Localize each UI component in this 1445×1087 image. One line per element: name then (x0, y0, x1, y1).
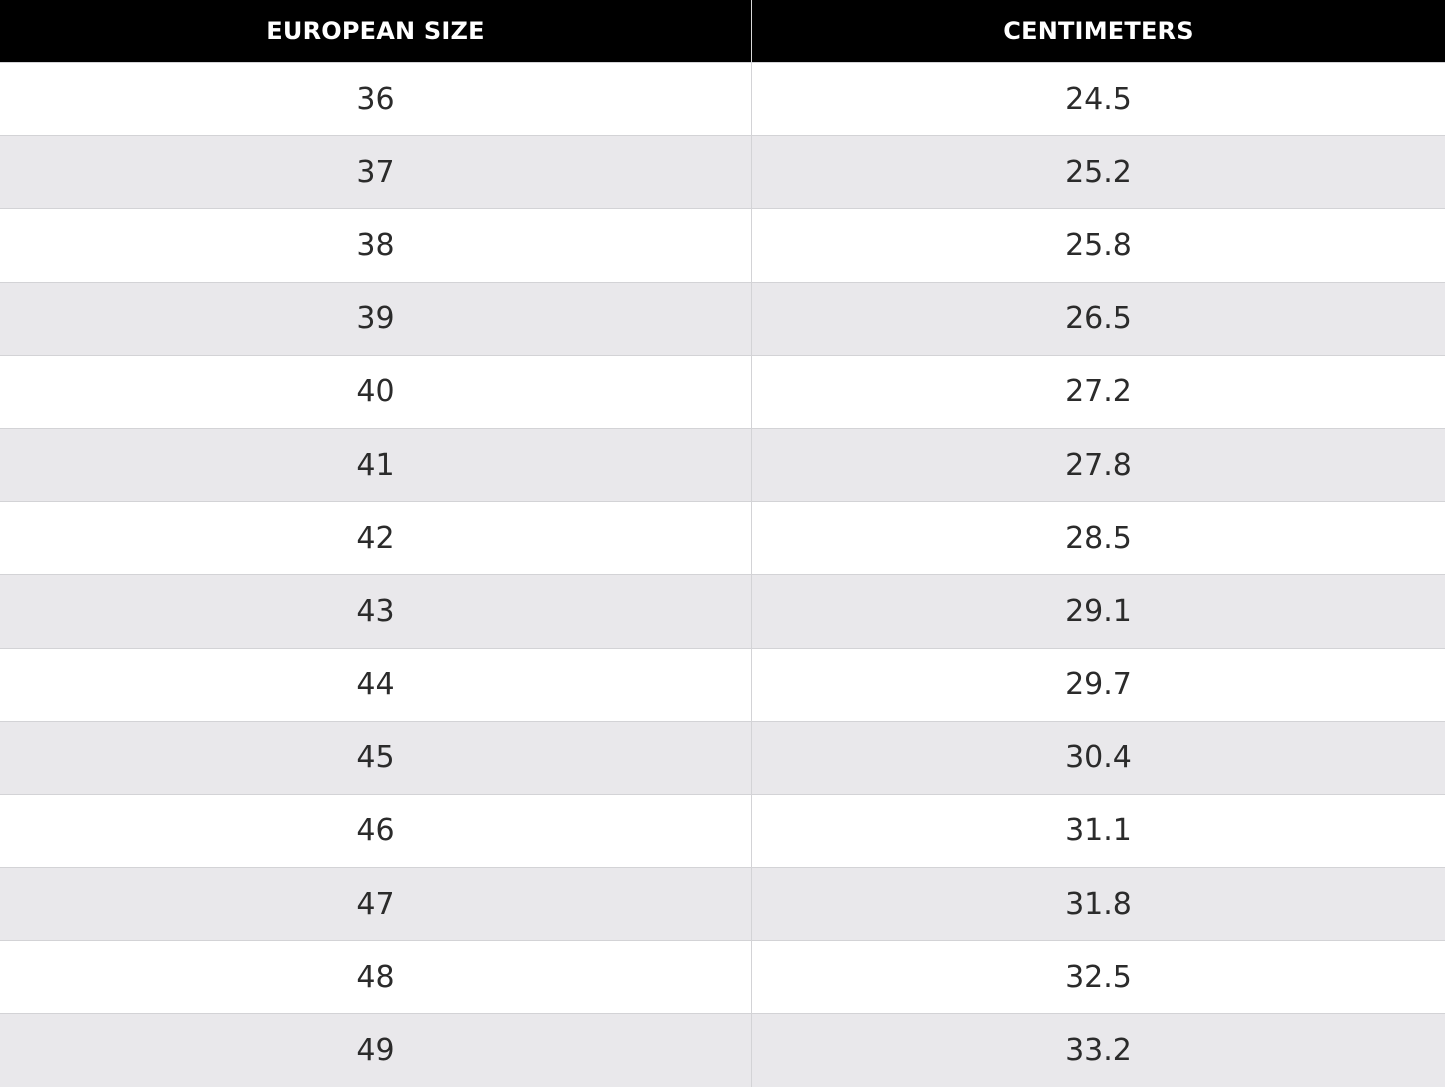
table-cell: 48 (0, 940, 752, 1014)
table-cell: 37 (0, 135, 752, 209)
table-cell: 28.5 (752, 501, 1445, 574)
table-cell: 38 (0, 208, 752, 282)
table-cell: 47 (0, 867, 752, 941)
table-cell: 45 (0, 720, 752, 794)
header-cell: CENTIMETERS (752, 0, 1445, 62)
table-cell: 33.2 (752, 1013, 1445, 1087)
table-cell: 40 (0, 354, 752, 428)
header-cell: EUROPEAN SIZE (0, 0, 752, 62)
table-cell: 25.2 (752, 135, 1445, 209)
table-cell: 31.1 (752, 793, 1445, 867)
table-cell: 30.4 (752, 720, 1445, 794)
table-cell: 27.2 (752, 354, 1445, 428)
table-cell: 24.5 (752, 62, 1445, 135)
table-cell: 44 (0, 647, 752, 721)
table-cell: 43 (0, 574, 752, 648)
table-cell: 41 (0, 427, 752, 502)
table-cell: 42 (0, 501, 752, 575)
table-cell: 32.5 (752, 940, 1445, 1013)
table-cell: 31.8 (752, 867, 1445, 941)
table-cell: 27.8 (752, 427, 1445, 502)
table-cell: 49 (0, 1013, 752, 1087)
table-cell: 26.5 (752, 281, 1445, 355)
table-cell: 25.8 (752, 208, 1445, 281)
table-cell: 29.1 (752, 574, 1445, 648)
table-cell: 46 (0, 793, 752, 868)
table-cell: 29.7 (752, 647, 1445, 721)
table-cell: 36 (0, 62, 752, 136)
table-cell: 39 (0, 281, 752, 355)
